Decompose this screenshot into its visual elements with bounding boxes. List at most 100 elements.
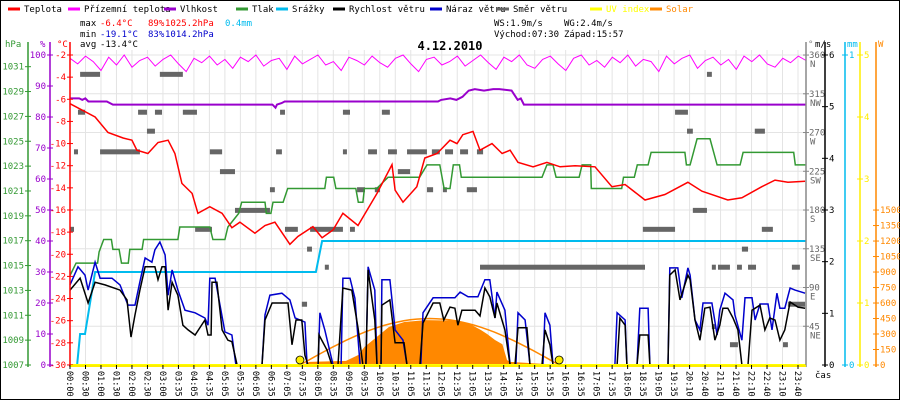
sunrise-marker xyxy=(295,355,305,365)
pressure-tick-label: 1025 xyxy=(2,137,24,147)
direction-tick-compass: N xyxy=(810,60,815,70)
x-tick-label: 03:00 xyxy=(157,371,167,397)
humidity-tick-label: 30 xyxy=(35,268,46,278)
wind-direction-mark xyxy=(100,149,140,155)
x-tick-label: 02:30 xyxy=(141,371,151,397)
uv-tick-label: 1 xyxy=(864,299,869,309)
x-tick-label: 15:35 xyxy=(544,371,554,397)
wind-direction-mark xyxy=(342,149,347,155)
wind-direction-mark xyxy=(761,226,773,232)
stats-max-rain: 0.4mm xyxy=(225,19,252,29)
apparent-temperature-line xyxy=(69,54,807,73)
legend-label-0: Teplota xyxy=(24,5,62,15)
x-tick-label: 08:35 xyxy=(327,371,337,397)
uv-tick-label: 2 xyxy=(864,237,869,247)
x-tick-label: 05:35 xyxy=(234,371,244,397)
stats-min-pressure: 1014.2hPa xyxy=(165,30,214,40)
solar-tick-label: 1350 xyxy=(880,222,900,232)
wind-direction-mark xyxy=(460,149,469,155)
direction-tick-label: 135 xyxy=(809,245,825,255)
wind-direction-mark xyxy=(269,187,275,193)
wind-direction-mark xyxy=(737,264,742,270)
x-tick-label: 13:35 xyxy=(482,371,492,397)
wind-direction-mark xyxy=(138,109,147,115)
wind-direction-mark xyxy=(342,109,350,115)
solar-tick-label: 900 xyxy=(880,268,896,278)
legend-label-9: Solar xyxy=(666,5,694,15)
wind-direction-mark xyxy=(407,149,427,155)
wind-direction-mark xyxy=(349,226,355,232)
stats-sunset: Západ:15:57 xyxy=(564,30,624,40)
stats-max-humidity: 89% xyxy=(148,19,165,29)
stats-min-temp: -19.1°C xyxy=(100,30,138,40)
wind-axis-unit: m/s xyxy=(815,40,831,50)
wind-direction-mark xyxy=(284,226,298,232)
legend: Teplota Přízemní teplota Vlhkost Tlak Srážky… xyxy=(8,5,694,15)
x-tick-label: 07:05 xyxy=(281,371,291,397)
temperature-axis-unit: °C xyxy=(57,40,68,50)
stats-min-label: min xyxy=(80,30,96,40)
direction-tick-label: 360 xyxy=(809,51,825,61)
pressure-tick-label: 1021 xyxy=(2,187,24,197)
x-tick-label: 20:10 xyxy=(684,371,694,397)
solar-tick-label: 750 xyxy=(880,284,896,294)
pressure-tick-label: 1031 xyxy=(2,63,24,73)
pressure-tick-label: 1017 xyxy=(2,237,24,247)
legend-label-8: UV index xyxy=(606,5,650,15)
direction-tick-compass: NW xyxy=(810,99,821,109)
wind-direction-mark xyxy=(748,264,757,270)
direction-tick-label: 90 xyxy=(809,284,820,294)
solar-theoretical-line xyxy=(299,317,560,366)
stats-max-temp: -6.4°C xyxy=(100,19,133,29)
x-tick-label: 02:00 xyxy=(126,371,136,397)
wind-tick-label: 4 xyxy=(829,154,834,164)
x-axis-labels: 00:00 00:30 01:00 01:30 02:00 02:30 03:00 03:35… xyxy=(64,365,802,397)
uv-tick-label: 4 xyxy=(864,113,869,123)
stats-block: max -6.4°C 89% 1025.2hPa 0.4mm min -19.1… xyxy=(80,19,624,50)
x-tick-label: 12:35 xyxy=(451,371,461,397)
x-tick-label: 16:35 xyxy=(575,371,585,397)
x-tick-label: 17:05 xyxy=(591,371,601,397)
pressure-tick-label: 1013 xyxy=(2,286,24,296)
wind-direction-mark xyxy=(146,128,155,134)
x-tick-label: 06:05 xyxy=(250,371,260,397)
wind-direction-mark xyxy=(706,71,712,77)
humidity-tick-label: 50 xyxy=(35,206,46,216)
x-tick-label: 10:35 xyxy=(389,371,399,397)
wind-direction-mark xyxy=(388,149,397,155)
wind-direction-mark xyxy=(480,264,645,270)
pressure-tick-label: 1023 xyxy=(2,162,24,172)
wind-direction-mark xyxy=(431,149,440,155)
legend-label-1: Přízemní teplota xyxy=(84,5,171,15)
wind-direction-mark xyxy=(642,226,676,232)
x-tick-label: 10:05 xyxy=(374,371,384,397)
temperature-tick-label: -24 xyxy=(50,295,66,305)
stats-avg-temp: -13.4°C xyxy=(100,40,138,50)
temperature-tick-label: -2 xyxy=(55,51,66,61)
temperature-tick-label: -10 xyxy=(50,140,66,150)
humidity-tick-label: 0 xyxy=(41,361,46,371)
wind-direction-mark xyxy=(675,109,688,115)
solar-tick-label: 1200 xyxy=(880,237,900,247)
temperature-tick-label: -6 xyxy=(55,95,66,105)
wind-direction-mark xyxy=(692,207,707,213)
solar-tick-label: 150 xyxy=(880,346,896,356)
stats-wind-gust: WG:2.4m/s xyxy=(564,19,613,29)
x-tick-label: 21:10 xyxy=(715,371,725,397)
x-tick-label: 05:05 xyxy=(219,371,229,397)
sunset-marker xyxy=(554,355,564,365)
wind-direction-mark xyxy=(442,187,447,193)
stats-max-label: max xyxy=(80,19,97,29)
x-tick-label: 04:35 xyxy=(203,371,213,397)
pressure-tick-label: 1029 xyxy=(2,88,24,98)
x-tick-label: 22:40 xyxy=(761,371,771,397)
wind-direction-mark xyxy=(324,264,329,270)
wind-direction-mark xyxy=(219,169,235,175)
solar-tick-label: 1050 xyxy=(880,253,900,263)
temperature-tick-label: -22 xyxy=(50,272,66,282)
wind-direction-mark xyxy=(70,226,74,232)
wind-direction-mark xyxy=(276,149,282,155)
wind-direction-mark xyxy=(280,109,285,115)
uv-tick-label: 5 xyxy=(864,51,869,61)
